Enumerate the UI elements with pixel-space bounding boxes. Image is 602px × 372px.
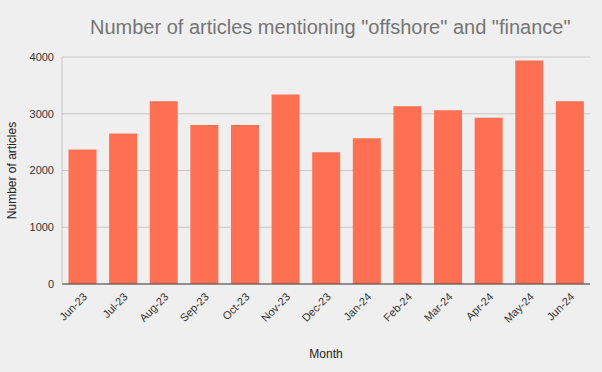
svg-text:0: 0 [48,278,54,290]
html-text:Number of articles mentioning: Number of articles mentioning "offshore"… [90,16,571,38]
svg-text:Month: Month [309,347,342,361]
svg-text:Nov-23: Nov-23 [259,290,293,324]
svg-text:Mar-24: Mar-24 [422,290,455,323]
svg-text:Aug-23: Aug-23 [137,290,171,324]
svg-text:Jun-23: Jun-23 [57,290,89,322]
svg-text:May-24: May-24 [502,290,536,324]
svg-text:Oct-23: Oct-23 [220,290,252,322]
svg-text:4000: 4000 [30,51,54,63]
svg-text:2000: 2000 [30,164,54,176]
svg-text:3000: 3000 [30,108,54,120]
svg-text:Apr-24: Apr-24 [464,290,496,322]
svg-text:Sep-23: Sep-23 [178,290,212,324]
svg-text:Jun-24: Jun-24 [544,290,576,322]
svg-text:Jan-24: Jan-24 [341,290,373,322]
svg-text:Feb-24: Feb-24 [381,290,414,323]
svg-text:Number of articles: Number of articles [8,122,19,219]
svg-text:Jul-23: Jul-23 [100,290,130,320]
svg-text:Dec-23: Dec-23 [299,290,333,324]
svg-text:1000: 1000 [30,221,54,233]
